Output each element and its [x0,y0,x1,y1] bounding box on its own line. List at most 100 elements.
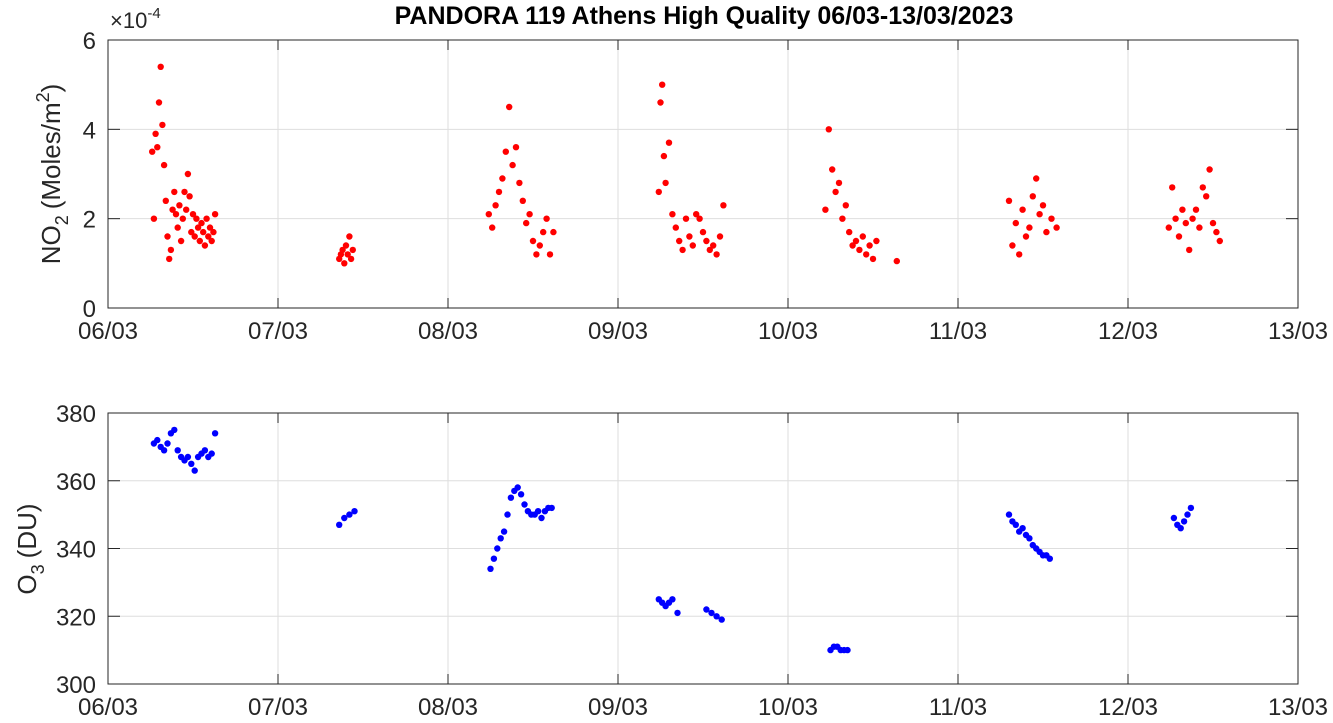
no2-data-point [1169,184,1176,191]
no2-data-point [495,188,503,196]
no2-data-point [171,188,178,196]
o3-data-point [1005,511,1013,518]
o3-ylabel-sub: 3 [28,564,48,574]
o3-y-tick-labels: 300 320 340 360 380 [56,401,96,699]
no2-data-point [205,233,212,240]
o3-data-point [188,460,195,467]
no2-y-tick-label: 0 [83,296,96,323]
no2-data-point [866,242,873,249]
no2-exponent-label: ×10-4 [110,5,161,33]
no2-data-point [208,237,215,245]
no2-data-point [154,144,161,151]
no2-data-point [1192,206,1200,213]
no2-data-point [193,215,200,222]
no2-axes-box [107,39,1299,309]
no2-data-point [869,255,877,263]
chart-title: PANDORA 119 Athens High Quality 06/03-13… [395,2,1014,30]
no2-data-point [1175,233,1183,240]
o3-data-point [674,609,681,617]
no2-x-tick-label: 08/03 [418,318,478,345]
no2-panel: 06/03 07/03 08/03 09/03 10/03 11/03 12/03 13/03… [33,5,1328,345]
no2-data-point [183,206,190,213]
no2-data-point [852,237,860,245]
no2-data-point [676,237,683,245]
no2-data-point [1206,166,1213,173]
no2-data-point [1196,224,1203,231]
no2-data-point [550,228,557,236]
no2-data-point [349,246,356,254]
no2-data-point [856,246,863,254]
no2-x-tick-label: 10/03 [758,318,818,345]
o3-data-point [1187,504,1195,512]
o3-x-tick-label: 10/03 [758,694,818,721]
no2-x-tick-label: 11/03 [929,318,987,345]
no2-data-point [859,233,866,240]
no2-y-tick-label: 4 [83,117,96,144]
no2-data-point [540,228,547,236]
no2-data-point [1209,219,1217,227]
no2-data-point [492,202,499,209]
no2-data-point [181,188,188,196]
o3-data-point [164,440,171,447]
no2-data-point [669,211,676,218]
o3-data-point [174,447,181,454]
no2-data-point [177,237,185,245]
o3-data-point [669,596,676,603]
o3-data-point [494,545,501,552]
o3-data-point [336,521,343,528]
no2-data-point [679,246,686,254]
no2-data-point [516,179,523,187]
no2-series [149,63,1224,267]
no2-ylabel-units-close: ) [36,84,66,93]
o3-data-point [703,606,710,613]
no2-data-point [659,81,666,88]
no2-data-point [839,215,846,222]
o3-data-point [490,555,498,562]
o3-data-point [171,426,178,434]
no2-y-tick-label: 6 [83,28,96,55]
o3-data-point [1184,511,1191,518]
no2-data-point [196,237,203,245]
no2-data-point [149,148,156,155]
no2-data-point [523,219,530,227]
no2-data-point [211,211,219,218]
no2-data-point [191,233,198,240]
no2-data-point [546,251,554,258]
no2-data-point [506,103,513,111]
no2-data-point [1203,193,1210,200]
o3-data-point [514,484,521,491]
o3-ylabel-main: O [12,574,42,594]
no2-ylabel-sub: 2 [52,215,72,225]
no2-data-point [829,166,836,173]
no2-data-point [1165,224,1173,231]
o3-data-point [521,501,528,508]
no2-data-point [1022,233,1030,240]
no2-data-point [842,202,849,209]
no2-data-point [716,233,724,240]
no2-data-point [206,224,214,231]
o3-data-point [160,447,168,454]
no2-x-tick-label: 13/03 [1268,318,1328,345]
no2-data-point [1009,242,1016,249]
no2-data-point [1172,215,1179,222]
o3-data-point [504,511,511,518]
no2-data-point [657,99,664,106]
no2-data-point [155,99,163,106]
no2-data-point [699,228,707,236]
no2-data-point [703,237,710,245]
o3-panel: 06/03 07/03 08/03 09/03 10/03 11/03 12/03 13/03… [12,401,1328,721]
no2-data-point [682,215,690,222]
no2-data-point [1179,206,1186,213]
no2-data-point [162,197,169,204]
no2-data-point [186,193,193,200]
o3-data-point [708,609,715,617]
no2-data-point [1019,206,1026,213]
no2-data-point [720,202,727,209]
no2-x-tick-labels: 06/03 07/03 08/03 09/03 10/03 11/03 12/03 13/03 [78,318,1328,345]
o3-data-point [718,616,725,623]
o3-data-point [201,447,209,454]
o3-y-tick-label: 300 [56,672,96,699]
no2-data-point [210,228,217,236]
o3-data-point [191,467,198,474]
o3-data-point [1046,555,1054,562]
